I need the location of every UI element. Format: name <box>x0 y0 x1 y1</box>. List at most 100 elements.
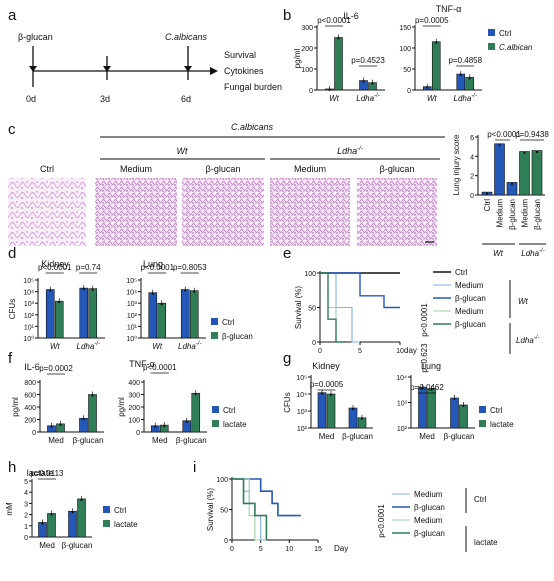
chart-title: TNF-α <box>436 4 462 14</box>
data-point <box>193 290 196 293</box>
x-tick-label-main: Ldha <box>77 342 95 351</box>
legend-swatch <box>488 29 495 36</box>
data-point <box>163 425 166 428</box>
y-tick-label: 1 <box>24 524 28 531</box>
p-value: p=0.0462 <box>410 383 444 392</box>
x-tick-label: Med <box>39 541 55 550</box>
histology-image-title: β-glucan <box>206 164 241 174</box>
p-value: p=0.0005 <box>310 380 344 389</box>
p-value: p<0.0001 <box>420 303 429 337</box>
y-tick-label: 400 <box>128 380 140 387</box>
x-tick-label-sup: -/- <box>196 341 202 347</box>
chart-title: lactate <box>27 468 54 478</box>
x-tick-label: 5 <box>358 348 362 355</box>
bar-treat <box>88 394 97 433</box>
data-point <box>421 387 424 390</box>
legend-label: Ctrl <box>455 268 468 277</box>
data-point <box>82 288 85 291</box>
data-point <box>351 407 355 411</box>
panel-label-b: b <box>283 7 291 24</box>
bar-treat <box>431 41 441 91</box>
panel-label-a: a <box>8 7 17 24</box>
chart-title: Lung <box>421 361 441 371</box>
chart-title: TNF-α <box>129 359 155 369</box>
group-label: Ldha-/- <box>521 248 544 258</box>
y-tick-label: 100 <box>128 418 140 425</box>
y-tick-label: 5 <box>24 479 28 486</box>
timeline-top-label: C.albicans <box>165 32 208 42</box>
y-tick-label: 2 <box>24 513 28 520</box>
x-tick-label-main: Ldha <box>356 94 374 103</box>
bar-treat <box>191 392 201 433</box>
p-value: p=0.0002 <box>39 364 73 373</box>
x-tick-label: 5 <box>259 546 263 553</box>
histology-texture <box>95 178 177 246</box>
y-tick-label: 10⁵ <box>126 278 137 285</box>
bar <box>506 182 518 196</box>
y-tick-label: 100 <box>216 477 228 484</box>
bar-ctrl <box>450 397 459 429</box>
data-point <box>435 41 438 44</box>
legend-label: Ctrl <box>499 29 512 38</box>
legend-label: β-glucan <box>222 332 253 341</box>
y-tick-label: 10² <box>24 313 35 320</box>
timeline-day: 3d <box>100 94 110 104</box>
p-value: p=0.4858 <box>448 56 482 65</box>
y-axis-label: pg/ml <box>117 397 126 417</box>
x-tick-label: Ldha-/- <box>178 341 201 351</box>
x-tick-label-sup: -/- <box>374 93 380 99</box>
legend-swatch <box>479 420 486 427</box>
readout-label: Fungal burden <box>224 82 282 92</box>
data-point <box>459 73 462 77</box>
legend-swatch <box>212 420 219 427</box>
x-tick-label: Ldha-/- <box>356 93 379 103</box>
bar-treat <box>77 498 86 538</box>
p-value: p<0.0001 <box>143 363 177 372</box>
x-tick-label: Wt <box>329 94 340 103</box>
legend-swatch <box>103 520 110 527</box>
panel-label-d: d <box>8 245 16 262</box>
timeline-day: 0d <box>26 94 36 104</box>
histology-texture <box>182 178 264 246</box>
data-point <box>320 392 324 395</box>
data-point <box>535 150 539 154</box>
data-point <box>329 393 333 397</box>
y-tick-label: 2 <box>470 174 474 181</box>
histology-sub-ldha: Ldha-/- <box>337 146 363 156</box>
data-point <box>91 394 94 397</box>
y-tick-label: 100 <box>301 67 313 74</box>
chart-g-kidney: 10² 10³ 10⁴ 10⁵ CFUs Kidney Med p=0.0005 β-gluca… <box>283 361 373 441</box>
data-point <box>362 80 365 83</box>
data-point <box>185 420 188 423</box>
data-point <box>485 192 489 195</box>
data-point <box>371 82 374 85</box>
y-tick-label: 0 <box>136 430 140 437</box>
x-tick-label: 0 <box>230 546 234 553</box>
data-point <box>50 513 53 516</box>
survival-curve <box>320 272 400 309</box>
legend-label: Ctrl <box>223 406 236 415</box>
legend-label: C.albican <box>499 43 533 52</box>
legend-label: β-glucan <box>414 529 445 538</box>
group-label-main: Ldha <box>521 249 539 258</box>
bar-treat <box>334 37 343 91</box>
panel-label-e: e <box>283 245 291 262</box>
y-tick-label: 100 <box>304 271 316 278</box>
x-tick-label: Med <box>152 436 168 445</box>
y-tick-label: 10³ <box>24 301 35 308</box>
data-point <box>184 289 187 292</box>
y-tick-label: 10⁰ <box>23 335 34 343</box>
y-tick-label: 10⁵ <box>296 375 307 382</box>
y-tick-label: 3 <box>24 501 28 508</box>
legend-label: lactate <box>223 420 247 429</box>
p-value: p=0.0005 <box>415 16 449 25</box>
data-point <box>337 37 340 40</box>
y-tick-label: 0 <box>32 430 36 437</box>
legend-label: lactate <box>114 520 138 529</box>
timeline-top-label: β-glucan <box>18 32 53 42</box>
chart-d-kidney: 10⁰ 10¹ 10² 10³ 10⁴ 10⁵ CFUs Kidney Wt p<0.0001 Ld… <box>8 259 105 351</box>
bar-ctrl <box>45 289 55 339</box>
y-tick-label: 0 <box>470 193 474 200</box>
chart-g-lung: 10² 10³ 10⁴ Lung Med p=0.0462 β-glucan Ctrl lact… <box>396 361 514 441</box>
data-point <box>91 288 94 291</box>
